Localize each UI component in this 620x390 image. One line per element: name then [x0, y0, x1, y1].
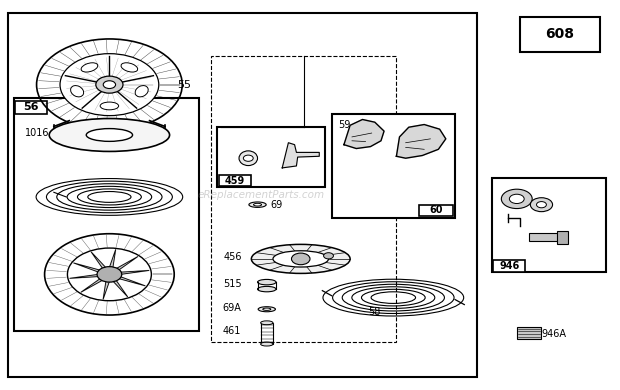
Text: eReplacementParts.com: eReplacementParts.com: [197, 190, 324, 200]
Polygon shape: [282, 143, 319, 168]
Text: 515: 515: [224, 279, 242, 289]
Circle shape: [536, 202, 546, 208]
Ellipse shape: [71, 85, 84, 97]
Ellipse shape: [86, 129, 133, 141]
Bar: [7, 13, 477, 377]
Polygon shape: [81, 278, 103, 292]
Text: 946: 946: [499, 261, 520, 271]
Circle shape: [243, 155, 253, 161]
Text: 69A: 69A: [223, 303, 241, 313]
Bar: [557, 230, 568, 244]
Circle shape: [97, 267, 122, 282]
Ellipse shape: [251, 245, 350, 273]
Polygon shape: [70, 275, 99, 278]
Ellipse shape: [254, 203, 262, 206]
Ellipse shape: [100, 102, 118, 110]
Text: 59: 59: [338, 120, 350, 130]
Ellipse shape: [121, 63, 138, 72]
Ellipse shape: [239, 151, 257, 166]
Circle shape: [530, 198, 552, 212]
Polygon shape: [91, 252, 106, 269]
Bar: [516, 327, 541, 339]
Ellipse shape: [257, 279, 276, 285]
Polygon shape: [396, 124, 446, 158]
Ellipse shape: [258, 307, 275, 312]
Text: 456: 456: [224, 252, 242, 262]
Text: 459: 459: [224, 176, 245, 186]
Ellipse shape: [49, 119, 170, 151]
Text: 461: 461: [223, 326, 241, 336]
Ellipse shape: [257, 286, 276, 292]
Text: 69: 69: [270, 200, 282, 211]
Ellipse shape: [273, 251, 329, 267]
Text: 55: 55: [177, 80, 192, 90]
Bar: [494, 260, 525, 272]
Ellipse shape: [263, 308, 271, 310]
Text: 58: 58: [369, 307, 381, 317]
Polygon shape: [118, 277, 145, 286]
Polygon shape: [120, 270, 149, 275]
Polygon shape: [74, 263, 100, 272]
Bar: [332, 113, 455, 218]
Polygon shape: [116, 257, 138, 270]
Text: 1016: 1016: [25, 128, 50, 138]
Bar: [260, 323, 273, 344]
Text: 60: 60: [430, 206, 443, 216]
Ellipse shape: [260, 321, 273, 325]
Circle shape: [324, 253, 334, 259]
Bar: [218, 127, 326, 187]
Ellipse shape: [135, 85, 148, 97]
Bar: [219, 175, 250, 186]
Bar: [14, 98, 199, 331]
Bar: [529, 233, 563, 241]
Bar: [15, 101, 47, 114]
Circle shape: [291, 253, 310, 265]
Circle shape: [502, 189, 532, 209]
Circle shape: [104, 81, 115, 89]
Polygon shape: [344, 119, 384, 149]
Bar: [520, 17, 600, 52]
Text: 946A: 946A: [541, 330, 567, 339]
Polygon shape: [109, 250, 116, 268]
Polygon shape: [103, 281, 109, 299]
Polygon shape: [113, 280, 128, 297]
Ellipse shape: [260, 342, 273, 346]
Text: 56: 56: [24, 103, 39, 112]
Circle shape: [96, 76, 123, 93]
Bar: [492, 177, 606, 273]
Circle shape: [510, 194, 524, 204]
Bar: [211, 56, 396, 342]
Ellipse shape: [249, 202, 266, 207]
Ellipse shape: [81, 63, 98, 72]
Text: 608: 608: [546, 27, 575, 41]
Circle shape: [60, 54, 159, 115]
Bar: [419, 205, 453, 216]
